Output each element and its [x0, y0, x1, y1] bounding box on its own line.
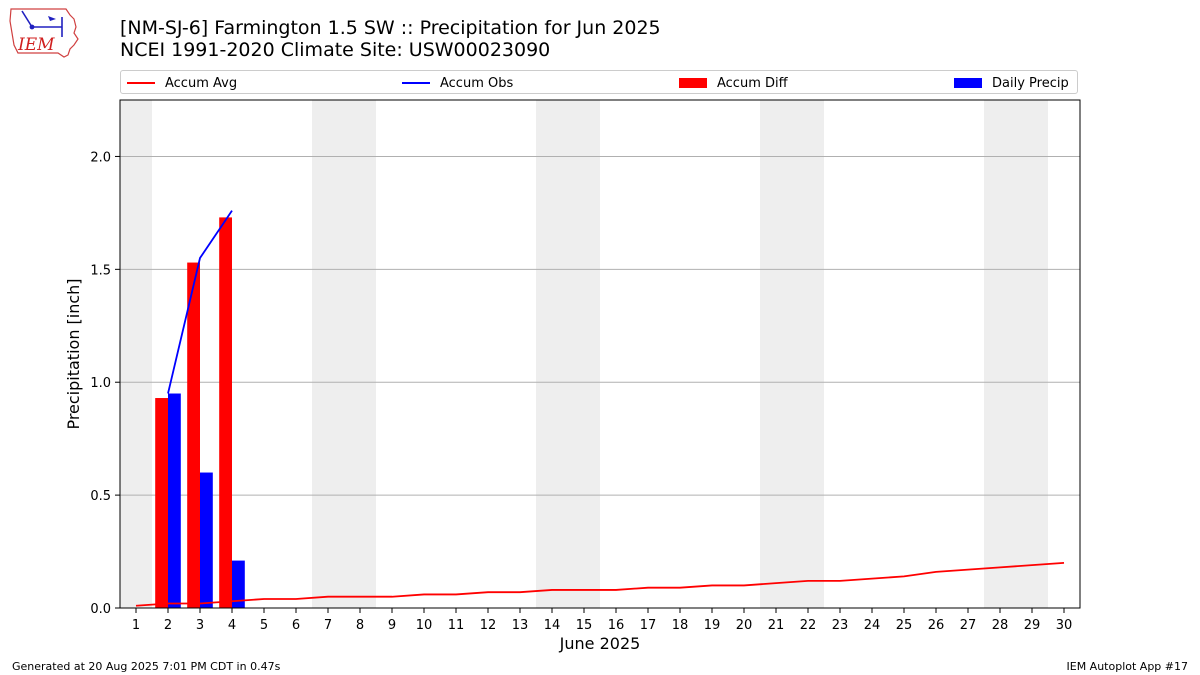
y-axis-label: Precipitation [inch]: [64, 278, 83, 429]
legend-item-accum-diff: Accum Diff: [679, 74, 788, 92]
x-tick-label: 14: [544, 618, 561, 633]
x-tick-label: 30: [1056, 618, 1073, 633]
legend-label: Accum Obs: [440, 75, 514, 91]
x-tick-label: 2: [164, 618, 172, 633]
y-tick-label: 0.5: [90, 489, 111, 504]
legend-item-accum-obs: Accum Obs: [402, 74, 513, 92]
x-tick-label: 27: [960, 618, 977, 633]
x-tick-label: 7: [324, 618, 332, 633]
weather-station-icon: [21, 10, 33, 28]
footer-app-id: IEM Autoplot App #17: [1066, 660, 1189, 673]
x-tick-label: 6: [292, 618, 300, 633]
x-tick-label: 12: [480, 618, 497, 633]
legend-swatch-accum-obs: [402, 82, 430, 84]
legend: Accum Avg Accum Obs Accum Diff Daily Pre…: [120, 70, 1078, 94]
x-tick-label: 4: [228, 618, 236, 633]
x-tick-label: 26: [928, 618, 945, 633]
legend-label: Accum Avg: [165, 75, 238, 91]
y-tick-label: 1.0: [90, 376, 111, 391]
bar-daily-precip: [232, 560, 245, 608]
iem-logo: IEM: [9, 8, 79, 58]
weekend-shade: [312, 100, 376, 608]
weekend-shade: [536, 100, 600, 608]
x-tick-label: 20: [736, 618, 753, 633]
bar-accum-diff: [219, 217, 232, 608]
x-tick-label: 5: [260, 618, 268, 633]
y-tick-label: 0.0: [90, 602, 111, 617]
x-tick-label: 29: [1024, 618, 1041, 633]
x-tick-label: 28: [992, 618, 1009, 633]
x-tick-label: 17: [640, 618, 657, 633]
x-tick-label: 19: [704, 618, 721, 633]
bar-accum-diff: [187, 262, 200, 608]
bar-accum-diff: [155, 398, 168, 608]
x-tick-label: 23: [832, 618, 849, 633]
weekend-shade: [120, 100, 152, 608]
x-tick-label: 15: [576, 618, 593, 633]
x-tick-label: 13: [512, 618, 529, 633]
chart-subtitle: NCEI 1991-2020 Climate Site: USW00023090: [120, 39, 551, 61]
x-tick-label: 21: [768, 618, 785, 633]
bar-daily-precip: [200, 472, 213, 608]
y-tick-label: 2.0: [90, 150, 111, 165]
legend-item-daily-precip: Daily Precip: [954, 74, 1069, 92]
footer-generated: Generated at 20 Aug 2025 7:01 PM CDT in …: [12, 660, 281, 673]
legend-item-accum-avg: Accum Avg: [127, 74, 237, 92]
x-tick-label: 25: [896, 618, 913, 633]
x-tick-label: 3: [196, 618, 204, 633]
x-tick-label: 10: [416, 618, 433, 633]
legend-label: Accum Diff: [717, 75, 788, 91]
legend-label: Daily Precip: [992, 75, 1069, 91]
bar-daily-precip: [168, 393, 181, 608]
chart-title: [NM-SJ-6] Farmington 1.5 SW :: Precipita…: [120, 17, 661, 39]
line-accum-obs: [167, 210, 233, 394]
x-axis-label: June 2025: [559, 634, 641, 653]
weekend-shade: [984, 100, 1048, 608]
legend-swatch-accum-diff: [679, 78, 707, 88]
legend-swatch-accum-avg: [127, 82, 155, 84]
weekend-shade: [760, 100, 824, 608]
x-tick-label: 22: [800, 618, 817, 633]
logo-text: IEM: [17, 35, 55, 55]
x-tick-label: 18: [672, 618, 689, 633]
x-tick-label: 8: [356, 618, 364, 633]
x-tick-label: 24: [864, 618, 881, 633]
x-tick-label: 11: [448, 618, 465, 633]
iowa-outline-shape: [9, 8, 79, 58]
y-tick-label: 1.5: [90, 263, 111, 278]
legend-swatch-daily-precip: [954, 78, 982, 88]
x-tick-label: 9: [388, 618, 396, 633]
line-accum-avg: [135, 561, 1065, 607]
x-tick-label: 1: [132, 618, 140, 633]
plot-frame: [119, 99, 1081, 609]
x-tick-label: 16: [608, 618, 625, 633]
